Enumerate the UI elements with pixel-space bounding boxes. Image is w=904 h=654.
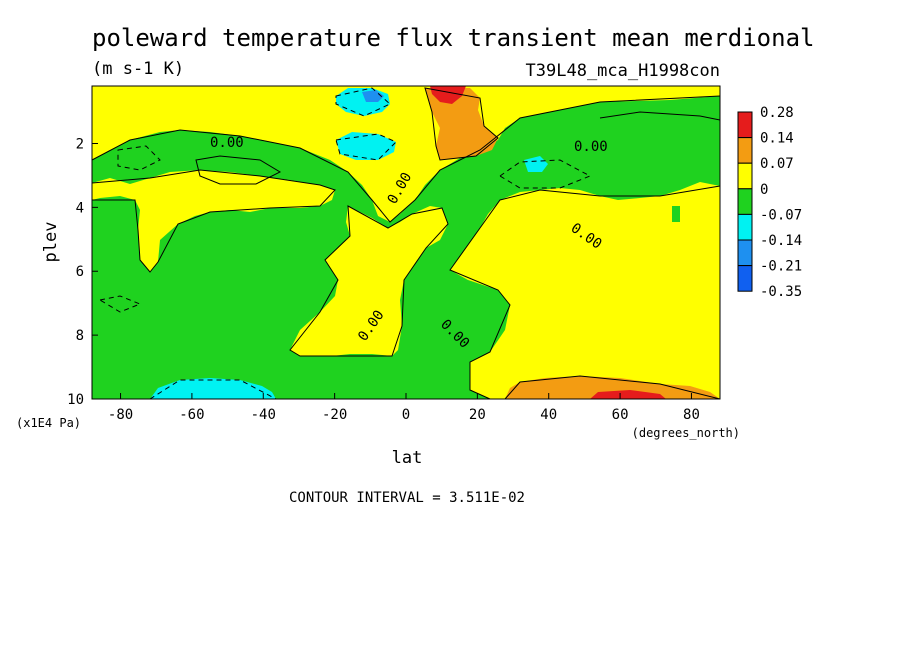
- field-cyan-mid: [336, 132, 396, 160]
- colorbar-swatch: [737, 239, 753, 267]
- y-tick-label: 2: [76, 136, 84, 152]
- contour-label: 0.00: [574, 139, 608, 155]
- colorbar-swatch: [737, 137, 753, 164]
- field-red-bottom: [590, 390, 666, 399]
- colorbar-label: 0.28: [760, 105, 794, 121]
- colorbar-swatch: [737, 213, 753, 241]
- chart-title: poleward temperature flux transient mean…: [92, 24, 814, 52]
- colorbar-swatch: [737, 162, 753, 190]
- field-yellow-left: [92, 170, 335, 272]
- x-axis-unit: (degrees_north): [632, 426, 740, 440]
- x-axis: -80 -60 -40 -20 0 20 40 60 80: [108, 393, 700, 423]
- units-label: (m s-1 K): [92, 59, 184, 79]
- y-axis: 2 4 6 8 10: [67, 136, 98, 408]
- contour-lines-negative: [98, 87, 592, 399]
- field-green-island-right: [672, 206, 680, 222]
- colorbar-label: 0: [760, 182, 768, 198]
- x-tick-label: 20: [469, 407, 486, 423]
- colorbar-swatch: [737, 188, 753, 215]
- y-tick-label: 8: [76, 328, 84, 344]
- colorbar: 0.28 0.14 0.07 0 -0.07 -0.14 -0.21 -0.35: [737, 105, 802, 300]
- colorbar-swatch: [737, 265, 753, 292]
- x-tick-label: -60: [179, 407, 204, 423]
- field-yellow-right: [450, 182, 720, 399]
- colorbar-label: -0.07: [760, 207, 802, 223]
- colorbar-label: 0.07: [760, 156, 794, 172]
- colorbar-label: 0.14: [760, 131, 794, 147]
- x-axis-label: lat: [392, 448, 423, 468]
- x-tick-label: -40: [251, 407, 276, 423]
- x-tick-label: -80: [108, 407, 133, 423]
- field-blue-top: [362, 90, 384, 102]
- colorbar-label: -0.21: [760, 259, 802, 275]
- y-axis-label: plev: [41, 222, 61, 263]
- x-tick-label: 0: [402, 407, 410, 423]
- y-tick-label: 4: [76, 200, 84, 216]
- colorbar-label: -0.14: [760, 233, 802, 249]
- y-axis-unit: (x1E4 Pa): [16, 416, 81, 430]
- field-cyan-small: [524, 156, 548, 172]
- field-cyan-bottom: [150, 378, 276, 399]
- contour-interval-label: CONTOUR INTERVAL = 3.511E-02: [289, 490, 525, 506]
- colorbar-label: -0.35: [760, 284, 802, 300]
- plot-area: [91, 85, 721, 400]
- colorbar-swatch: [737, 111, 753, 139]
- field-orange-top: [425, 88, 498, 160]
- x-tick-label: -20: [322, 407, 347, 423]
- y-tick-label: 6: [76, 264, 84, 280]
- x-tick-label: 80: [683, 407, 700, 423]
- contour-label: 0.00: [210, 135, 244, 151]
- field-orange-bottom: [505, 376, 720, 399]
- contour-lines: [92, 87, 720, 399]
- field-yellow-center: [290, 206, 448, 356]
- x-tick-label: 40: [540, 407, 557, 423]
- x-tick-label: 60: [612, 407, 629, 423]
- run-label: T39L48_mca_H1998con: [526, 61, 720, 81]
- y-tick-label: 10: [67, 392, 84, 408]
- field-yellow-top: [92, 86, 720, 222]
